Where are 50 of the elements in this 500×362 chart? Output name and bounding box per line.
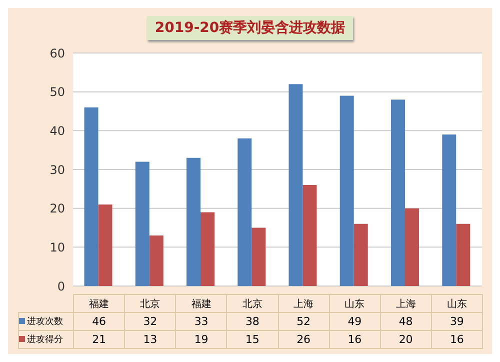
- legend-label: 进攻次数: [18, 312, 74, 330]
- y-tick-label: 20: [50, 202, 65, 216]
- y-tick-label: 60: [50, 46, 65, 60]
- x-tick-label: 北京: [124, 294, 176, 312]
- bar: [288, 84, 303, 286]
- bar: [391, 100, 405, 286]
- x-tick-label: 福建: [74, 294, 125, 312]
- bar: [302, 185, 317, 286]
- legend-label: 进攻得分: [18, 330, 74, 348]
- data-label: 46: [74, 312, 125, 330]
- bar: [186, 158, 200, 286]
- data-label: 21: [74, 330, 125, 348]
- bar: [340, 96, 354, 286]
- y-tick-label: 10: [50, 240, 65, 254]
- bar: [98, 204, 112, 286]
- y-tick-label: 40: [50, 124, 65, 138]
- data-label: 39: [431, 312, 482, 330]
- x-tick-label: 山东: [431, 294, 482, 312]
- bar: [149, 236, 164, 286]
- data-label: 20: [380, 330, 432, 348]
- bar: [200, 212, 214, 286]
- data-label: 49: [329, 312, 380, 330]
- x-tick-label: 福建: [176, 294, 227, 312]
- x-tick-label: 北京: [226, 294, 278, 312]
- bar: [354, 224, 368, 286]
- y-tick-label: 0: [57, 279, 65, 294]
- chart-title: 2019-20赛季刘晏含进攻数据: [146, 16, 354, 40]
- bar: [456, 224, 470, 286]
- data-label: 15: [226, 330, 278, 348]
- y-tick-label: 50: [50, 85, 65, 100]
- data-label: 32: [124, 312, 176, 330]
- bar: [238, 138, 252, 286]
- data-label: 26: [278, 330, 330, 348]
- x-tick-label: 山东: [329, 294, 380, 312]
- x-tick-label: 上海: [380, 294, 432, 312]
- data-label: 52: [278, 312, 330, 330]
- data-label: 19: [176, 330, 227, 348]
- bar: [84, 107, 98, 286]
- data-label: 38: [226, 312, 278, 330]
- data-label: 16: [431, 330, 482, 348]
- bar: [252, 228, 266, 286]
- y-tick-label: 30: [50, 162, 65, 177]
- bar: [405, 208, 419, 286]
- data-label: 16: [329, 330, 380, 348]
- data-label: 13: [124, 330, 176, 348]
- bar: [442, 134, 456, 286]
- bar: [135, 162, 150, 286]
- data-label: 33: [176, 312, 227, 330]
- x-tick-label: 上海: [278, 294, 330, 312]
- data-label: 48: [380, 312, 432, 330]
